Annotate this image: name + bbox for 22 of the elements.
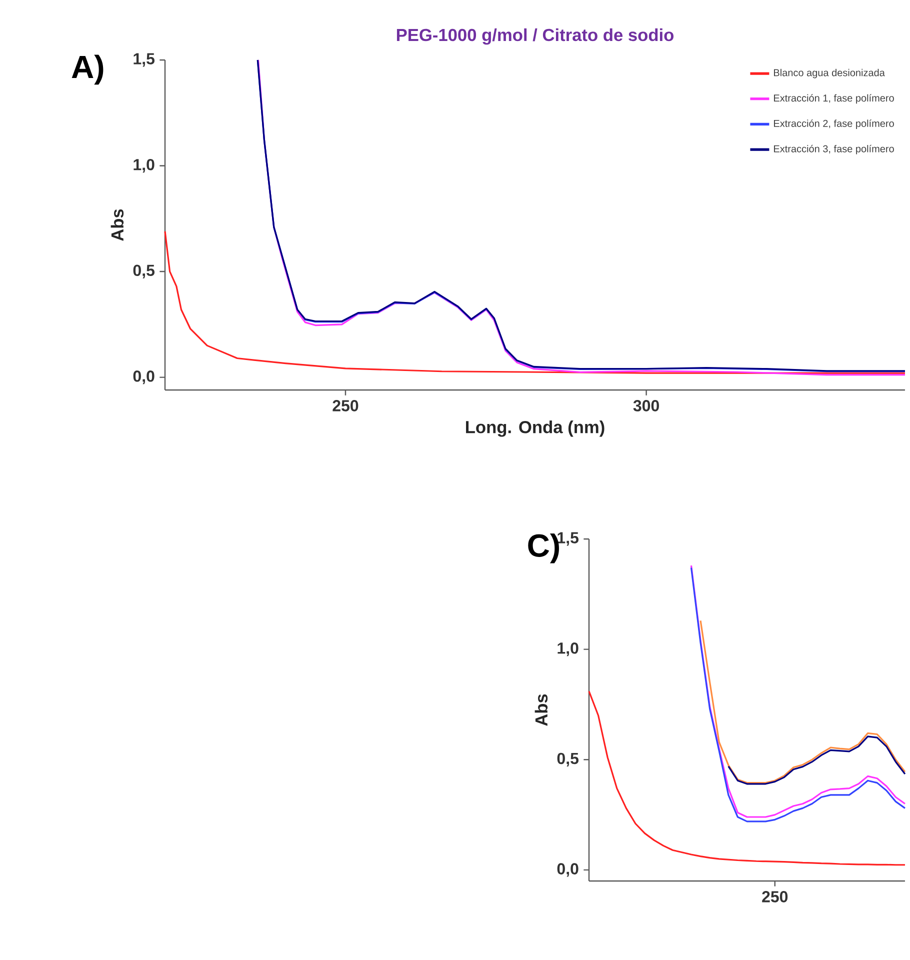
x-tick-label: 250 (332, 400, 358, 412)
legend-label: Extracción 3, fase polímero (774, 144, 894, 154)
y-axis-title: Abs (110, 209, 124, 241)
y-tick-label: 0,5 (133, 264, 155, 278)
x-tick-label: 300 (633, 400, 659, 412)
line-series (164, 230, 906, 374)
y-tick-label: 0,0 (557, 863, 578, 877)
x-axis-title: Long. Onda (nm) (466, 420, 604, 437)
legend-label: Extracción 2, fase polímero (774, 120, 894, 129)
y-tick-label: 1,0 (558, 642, 578, 656)
y-tick-label: 0,0 (133, 370, 154, 384)
text: A) (72, 54, 104, 85)
legend-label: Blanco agua desionizada (774, 68, 885, 78)
y-axis-title: Abs (534, 694, 548, 726)
chart-title: PEG-1000 g/mol / Citrato de sodio (396, 28, 674, 45)
text: C) (528, 533, 559, 564)
y-tick-label: 1,5 (558, 532, 578, 546)
y-tick-label: 1,5 (134, 53, 155, 67)
y-tick-label: 1,0 (134, 158, 154, 173)
y-tick-label: 0,5 (557, 752, 578, 766)
legend-label: Extracción 1, fase polímero (774, 94, 894, 104)
x-tick-label: 250 (762, 891, 788, 902)
